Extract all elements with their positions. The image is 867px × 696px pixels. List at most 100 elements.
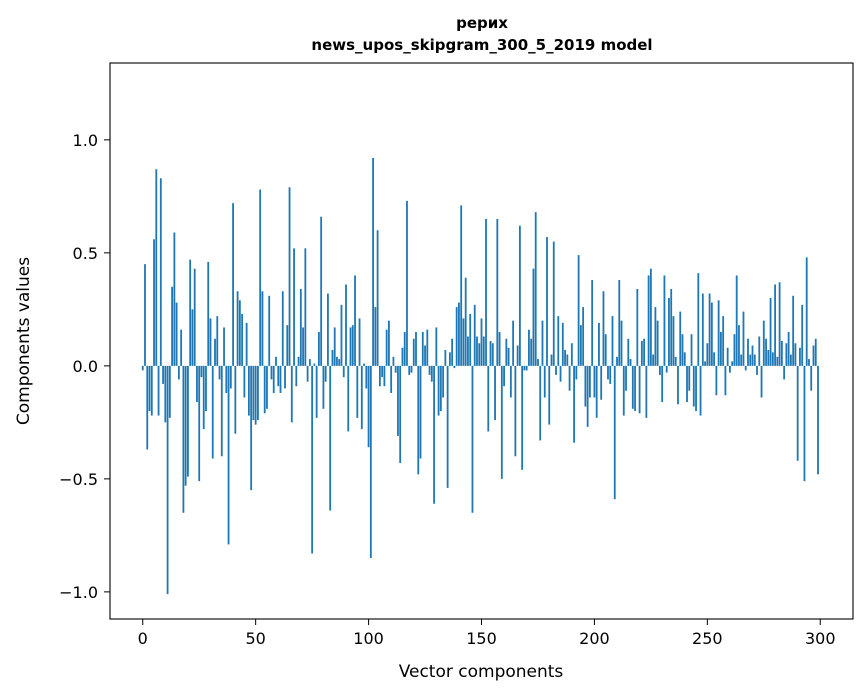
bar [514,365,517,457]
bar [627,338,630,366]
bar [430,365,433,382]
bar [324,365,327,382]
bar [783,365,786,380]
bar [191,309,194,366]
bar [437,365,440,416]
bar [742,311,745,366]
bar [516,345,519,366]
bar [789,354,792,366]
bar [546,237,548,366]
bar [473,304,476,366]
bar [699,365,702,416]
bar [656,320,659,366]
bar [444,350,447,366]
bar [537,359,539,366]
bar [717,300,720,366]
bar [780,341,783,366]
bar [507,347,510,366]
bar [421,331,424,366]
bar [275,356,277,366]
bar [223,327,225,366]
bar [478,343,481,366]
bar [196,365,198,403]
bar [582,307,585,366]
bar [399,365,402,464]
bar [744,365,747,371]
bar [600,365,603,400]
bar [162,365,164,384]
bar [817,365,819,475]
bar [424,345,426,366]
bar [157,365,160,416]
bar [681,334,684,366]
x-tick-label: 50 [245,629,265,648]
bar [500,365,503,479]
bar [808,359,810,366]
bar [313,363,316,366]
bar [503,365,505,387]
bar [288,187,291,366]
bar [207,261,210,366]
bar [184,365,187,486]
bar [740,354,743,366]
bar [794,343,797,366]
bar [634,365,636,412]
bar [810,365,813,391]
bar [469,313,472,366]
bar [636,289,639,366]
bar [620,320,623,366]
bar [496,218,499,366]
bar [446,365,449,488]
bar [758,336,761,366]
x-axis: 0 50 100 150 200 250 300 [138,619,836,648]
bar [679,311,682,366]
bar [363,363,365,366]
bar [340,304,343,366]
bar [171,286,174,366]
bar [315,365,318,418]
bar [688,365,691,391]
bar [177,365,180,380]
bar [588,365,591,398]
bar [509,365,512,398]
bar [272,365,275,393]
bar [168,365,171,418]
bar [649,268,652,366]
bar [372,157,375,366]
x-axis-label: Vector components [399,662,564,682]
bar [706,343,709,366]
bar [799,347,801,366]
bar [584,365,587,407]
bar [638,365,641,414]
bar [487,365,490,432]
bar [216,316,219,366]
bar [498,331,501,366]
bar [360,365,363,430]
bar [250,365,253,491]
bar [202,365,205,430]
bar [555,365,557,375]
bar [336,356,338,366]
bar [747,338,749,366]
bar [302,327,304,366]
bar [521,365,524,470]
bar [692,365,695,407]
bar [663,275,666,366]
bar [749,354,752,366]
bar [392,356,395,366]
bar [245,322,248,366]
bar [148,365,151,412]
bar [412,338,415,366]
bar [141,365,144,371]
bar [263,365,266,414]
bar [814,338,817,366]
bar [290,365,293,423]
bar [731,361,734,366]
bar [735,275,738,366]
bar [317,331,320,366]
bar [225,365,228,393]
bar [570,343,573,366]
bar [306,365,309,382]
bar [701,293,704,366]
bar [710,302,713,366]
